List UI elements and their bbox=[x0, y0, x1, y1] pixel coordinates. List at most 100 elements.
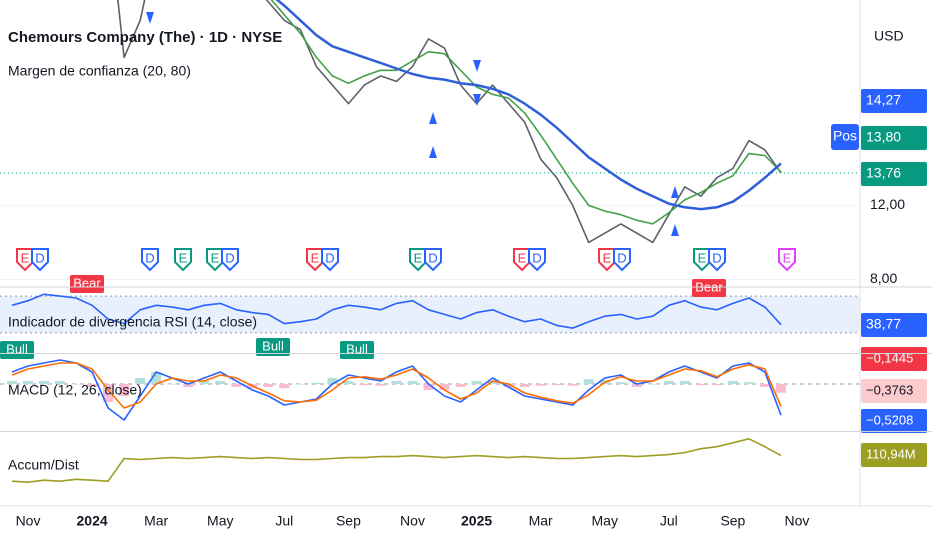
value-label: 110,94M bbox=[866, 446, 916, 461]
event-icon bbox=[141, 248, 159, 272]
histogram-bar bbox=[567, 383, 578, 386]
event-label: E bbox=[518, 250, 527, 265]
event-icon bbox=[528, 248, 546, 272]
event-icon bbox=[708, 248, 726, 272]
x-tick-label: Jul bbox=[660, 513, 678, 529]
badge: Pos bbox=[833, 128, 857, 144]
event-label: D bbox=[325, 250, 334, 265]
event-icon bbox=[693, 248, 711, 272]
signal-arrow bbox=[429, 146, 437, 158]
pane-title: Indicador de divergencia RSI (14, close) bbox=[8, 314, 257, 330]
histogram-bar bbox=[279, 383, 290, 389]
histogram-bar bbox=[327, 377, 338, 384]
event-icon bbox=[778, 248, 796, 272]
x-tick-label: Nov bbox=[16, 513, 41, 529]
histogram-bar bbox=[471, 380, 482, 384]
event-icon bbox=[513, 248, 531, 272]
event-label: D bbox=[532, 250, 541, 265]
histogram-bar bbox=[727, 380, 738, 384]
event-label: D bbox=[428, 250, 437, 265]
event-label: E bbox=[698, 250, 707, 265]
event-icon bbox=[424, 248, 442, 272]
histogram-bar bbox=[775, 383, 786, 393]
chart-subtitle: Margen de confianza (20, 80) bbox=[8, 63, 191, 79]
event-icon bbox=[206, 248, 224, 272]
histogram-bar bbox=[343, 380, 354, 384]
value-label: −0,1445 bbox=[866, 350, 913, 365]
histogram-bar bbox=[551, 383, 562, 386]
series-line bbox=[117, 0, 782, 244]
annotation: Bull bbox=[346, 341, 368, 356]
chart-title: Chemours Company (The) · 1D · NYSE bbox=[8, 29, 282, 46]
x-tick-label: Mar bbox=[144, 513, 168, 529]
series-line bbox=[11, 438, 782, 483]
histogram-bar bbox=[455, 383, 466, 387]
annotation-box bbox=[0, 341, 34, 359]
annotation-box bbox=[256, 338, 290, 356]
histogram-bar bbox=[215, 380, 226, 384]
histogram-bar bbox=[311, 382, 322, 384]
annotation: Bull bbox=[262, 338, 284, 353]
x-tick-label: Nov bbox=[785, 513, 810, 529]
badge-box bbox=[831, 124, 859, 150]
histogram-bar bbox=[535, 383, 546, 386]
signal-arrow bbox=[473, 94, 481, 106]
value-label: 13,76 bbox=[866, 165, 901, 181]
event-label: E bbox=[179, 250, 188, 265]
event-icon bbox=[409, 248, 427, 272]
value-label: 14,27 bbox=[866, 92, 901, 108]
event-icon bbox=[598, 248, 616, 272]
event-label: E bbox=[211, 250, 220, 265]
histogram-bar bbox=[295, 383, 306, 385]
histogram-bar bbox=[631, 383, 642, 387]
value-label: 13,80 bbox=[866, 129, 901, 145]
event-label: E bbox=[783, 250, 792, 265]
histogram-bar bbox=[615, 382, 626, 384]
annotation-box bbox=[692, 279, 726, 297]
x-tick-label: May bbox=[592, 513, 618, 529]
histogram-bar bbox=[359, 383, 370, 386]
histogram-bar bbox=[647, 383, 658, 385]
event-icon bbox=[613, 248, 631, 272]
value-label-box bbox=[861, 379, 927, 403]
x-tick-label: May bbox=[207, 513, 233, 529]
x-tick-label: Sep bbox=[720, 513, 745, 529]
histogram-bar bbox=[103, 383, 114, 402]
histogram-bar bbox=[71, 383, 82, 385]
plot-area bbox=[0, 0, 860, 483]
x-tick-label: 2024 bbox=[77, 513, 108, 529]
histogram-bar bbox=[23, 380, 34, 384]
value-label: −0,5208 bbox=[866, 412, 913, 427]
histogram-bar bbox=[711, 383, 722, 386]
x-tick-label: 2025 bbox=[461, 513, 492, 529]
histogram-bar bbox=[503, 383, 514, 387]
event-icon bbox=[16, 248, 34, 272]
histogram-bar bbox=[407, 380, 418, 384]
annotation: Bull bbox=[6, 341, 28, 356]
value-label-box bbox=[861, 162, 927, 186]
histogram-bar bbox=[679, 380, 690, 384]
y-tick-label: 12,00 bbox=[870, 196, 905, 212]
x-tick-label: Jul bbox=[275, 513, 293, 529]
histogram-bar bbox=[39, 380, 50, 384]
annotation-box bbox=[340, 341, 374, 359]
annotation-box bbox=[70, 275, 104, 293]
histogram-bar bbox=[583, 379, 594, 384]
histogram-bar bbox=[519, 383, 530, 387]
value-label-box bbox=[861, 409, 927, 433]
x-tick-label: Sep bbox=[336, 513, 361, 529]
series-line bbox=[270, 0, 782, 225]
value-label-box bbox=[861, 126, 927, 150]
histogram-bar bbox=[663, 380, 674, 384]
series-line bbox=[275, 0, 782, 211]
histogram-bar bbox=[695, 383, 706, 386]
value-label: −0,3763 bbox=[866, 382, 913, 397]
series-line bbox=[11, 362, 782, 409]
event-label: D bbox=[617, 250, 626, 265]
event-label: E bbox=[414, 250, 423, 265]
pane-title: Accum/Dist bbox=[8, 457, 79, 473]
currency: USD bbox=[874, 28, 904, 44]
overlay: 13,76 13,80 14,27 38,77 −0,1445 −0,5208 −0,376… bbox=[0, 89, 927, 467]
event-icon bbox=[321, 248, 339, 272]
